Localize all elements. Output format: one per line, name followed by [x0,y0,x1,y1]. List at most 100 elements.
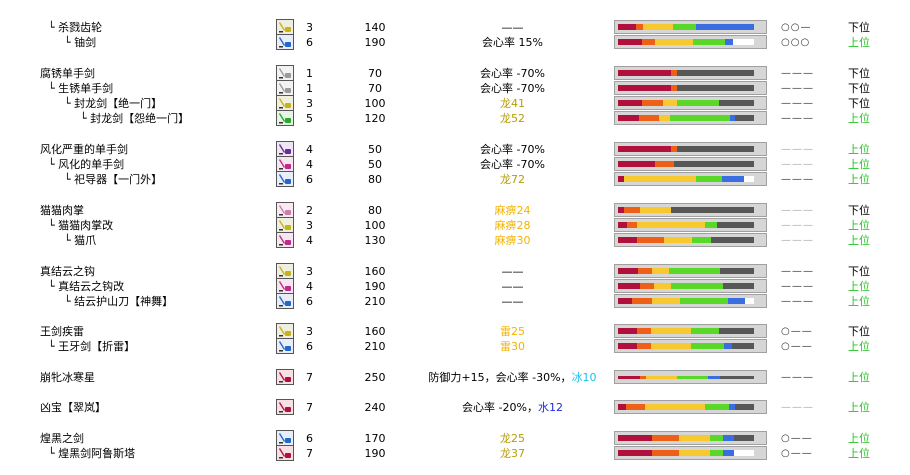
decoration-slots: ——— [781,235,814,246]
weapon-row[interactable]: └ 祀导器【一门外】 6 80 龙72 ——— 上位 [0,171,910,187]
weapon-row[interactable]: 煌黑之剑 6 170 龙25 ○—— 上位 [0,430,910,446]
weapon-name: └ 生锈单手剑 [48,82,114,95]
effect-part: 防御力+15，会心率 -30%， [428,371,572,384]
sharpness-segment [745,298,754,304]
rank-label: 上位 [848,401,870,414]
effect-part: —— [501,280,524,293]
weapon-name: 煌黑之剑 [40,432,84,445]
weapon-row[interactable]: 风化严重的单手剑 4 50 会心率 -70% ——— 上位 [0,141,910,157]
sword-and-shield-icon [276,95,294,111]
special-effect: 会心率 -70% [400,157,625,172]
effect-part: 雷30 [500,340,525,353]
weapon-row[interactable]: 腐锈单手剑 1 70 会心率 -70% ——— 下位 [0,65,910,81]
effect-part: 会心率 -70% [480,143,545,156]
sword-and-shield-icon [276,232,294,248]
weapon-row[interactable]: 崩牝冰寒星 7 250 防御力+15，会心率 -30%，冰10 ——— 上位 [0,369,910,385]
sharpness-segment [695,176,722,182]
weapon-row[interactable]: └ 封龙剑【绝一门】 3 100 龙41 ——— 下位 [0,95,910,111]
special-effect: 会心率 -70% [400,66,625,81]
weapon-row[interactable]: └ 封龙剑【怨绝一门】 5 120 龙52 ——— 上位 [0,110,910,126]
sharpness-segment [645,404,706,410]
weapon-name: └ 真结云之钩改 [48,280,125,293]
sharpness-segment [645,376,677,379]
sharpness-segment [692,39,725,45]
attack-value: 160 [364,325,386,338]
sharpness-segment [716,222,754,228]
special-effect: 雷30 [400,339,625,354]
effect-part: 麻痹24 [494,204,531,217]
sharpness-segment [732,343,754,349]
sharpness-segment [618,283,641,289]
sword-and-shield-icon [276,369,294,385]
attack-value: 190 [364,447,386,460]
weapon-row[interactable]: 真结云之钩 3 160 —— ——— 下位 [0,263,910,279]
sharpness-segment [652,435,680,441]
attack-value: 120 [364,112,386,125]
special-effect: 龙25 [400,431,625,446]
special-effect: 龙72 [400,172,625,187]
attack-value: 50 [368,143,382,156]
sharpness-segment [636,222,705,228]
weapon-row[interactable]: └ 真结云之钩改 4 190 —— ——— 上位 [0,278,910,294]
sharpness-segment [724,39,733,45]
sharpness-bar [614,400,767,414]
special-effect: —— [400,20,625,35]
rarity-value: 7 [306,401,313,414]
rarity-value: 3 [306,219,313,232]
weapon-row[interactable]: └ 生锈单手剑 1 70 会心率 -70% ——— 下位 [0,80,910,96]
weapon-name: └ 猫爪 [64,234,97,247]
weapon-row[interactable]: └ 王牙剑【折雷】 6 210 雷30 ○—— 上位 [0,338,910,354]
weapon-row[interactable]: └ 结云护山刀【神舞】 6 210 —— ——— 上位 [0,293,910,309]
weapon-row[interactable]: 凶宝【翠岚】 7 240 会心率 -20%，水12 ——— 上位 [0,399,910,415]
sharpness-segment [632,298,652,304]
weapon-row[interactable]: └ 猫爪 4 130 麻痹30 ——— 上位 [0,232,910,248]
effect-part: 会心率 -20%， [462,401,538,414]
decoration-slots: ○—— [781,326,813,337]
sharpness-segment [664,237,693,243]
sharpness-segment [724,343,733,349]
weapon-row[interactable]: └ 风化的单手剑 4 50 会心率 -70% ——— 上位 [0,156,910,172]
rarity-value: 2 [306,204,313,217]
attack-value: 100 [364,219,386,232]
sharpness-bar [614,81,767,95]
effect-part: 龙25 [500,432,525,445]
decoration-slots: ——— [781,266,814,277]
special-effect: 麻痹28 [400,218,625,233]
rank-label: 下位 [848,325,870,338]
sharpness-segment [618,450,652,456]
attack-value: 100 [364,97,386,110]
attack-value: 170 [364,432,386,445]
sharpness-segment [624,207,640,213]
weapon-row[interactable]: 王剑疾雷 3 160 雷25 ○—— 下位 [0,323,910,339]
sword-and-shield-icon [276,430,294,446]
sword-and-shield-icon [276,263,294,279]
sharpness-segment [668,268,720,274]
weapon-name: └ 猫猫肉掌改 [48,219,114,232]
weapon-name: └ 煌黑剑阿鲁斯塔 [48,447,136,460]
sword-and-shield-icon [276,141,294,157]
effect-part: 会心率 -70% [480,158,545,171]
rarity-value: 6 [306,340,313,353]
weapon-row[interactable]: └ 杀戮齿轮 3 140 —— ○○— 下位 [0,19,910,35]
attack-value: 250 [364,371,386,384]
effect-part: 龙52 [500,112,525,125]
weapon-row[interactable]: 猫猫肉掌 2 80 麻痹24 ——— 下位 [0,202,910,218]
sharpness-segment [618,85,671,91]
rank-label: 上位 [848,158,870,171]
rank-label: 下位 [848,67,870,80]
weapon-row[interactable]: └ 铀剑 6 190 会心率 15% ○○○ 上位 [0,34,910,50]
weapon-name: 腐锈单手剑 [40,67,95,80]
sharpness-segment [636,24,644,30]
sharpness-segment [618,376,640,379]
sharpness-segment [721,176,745,182]
decoration-slots: ——— [781,372,814,383]
sharpness-segment [744,176,754,182]
weapon-row[interactable]: └ 猫猫肉掌改 3 100 麻痹28 ——— 上位 [0,217,910,233]
effect-part: —— [501,21,524,34]
sharpness-segment [663,100,677,106]
sharpness-segment [618,268,638,274]
sharpness-segment [618,100,642,106]
weapon-row[interactable]: └ 煌黑剑阿鲁斯塔 7 190 龙37 ○—— 上位 [0,445,910,461]
sharpness-segment [626,404,646,410]
sword-and-shield-icon [276,202,294,218]
